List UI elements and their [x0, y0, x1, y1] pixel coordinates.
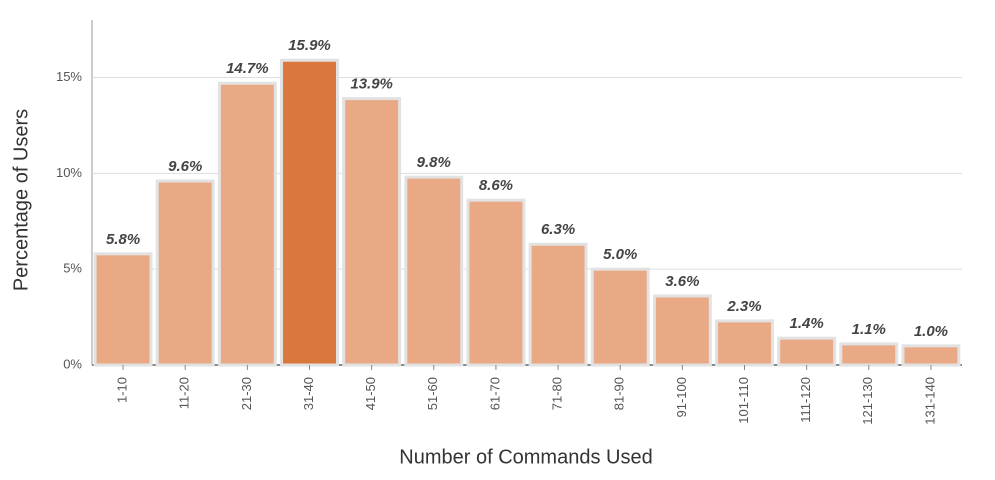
y-tick-label: 15% [56, 69, 82, 84]
value-label: 5.8% [106, 231, 140, 248]
value-label: 1.0% [914, 323, 948, 340]
bar [901, 344, 961, 367]
value-label: 14.7% [226, 60, 269, 77]
x-tick-label: 51-60 [425, 377, 440, 410]
value-label: 13.9% [350, 76, 393, 93]
y-tick-label: 0% [63, 356, 82, 371]
value-label: 15.9% [288, 37, 331, 54]
bar [715, 319, 774, 367]
value-label: 6.3% [541, 221, 575, 238]
value-label: 8.6% [479, 177, 513, 194]
x-axis-label: Number of Commands Used [399, 446, 652, 468]
bar [528, 242, 588, 367]
bar [590, 267, 650, 367]
x-tick-label: 71-80 [550, 377, 565, 410]
bar [404, 175, 464, 367]
value-label: 9.8% [417, 154, 451, 171]
x-tick-label: 31-40 [301, 377, 316, 410]
y-axis-label: Percentage of Users [10, 109, 32, 291]
value-label: 5.0% [603, 246, 637, 263]
bar [839, 342, 899, 367]
y-tick-label: 10% [56, 165, 82, 180]
value-label: 9.6% [168, 158, 202, 175]
x-tick-label: 131-140 [922, 377, 937, 425]
bar [155, 179, 215, 367]
value-label: 3.6% [665, 273, 699, 290]
bar [652, 294, 712, 367]
x-tick-label: 1-10 [115, 377, 130, 403]
bar [466, 198, 526, 367]
x-tick-label: 21-30 [239, 377, 254, 410]
bar [777, 336, 837, 367]
x-tick-label: 101-110 [736, 377, 751, 424]
x-tick-label: 81-90 [612, 377, 627, 410]
x-tick-label: 61-70 [487, 377, 502, 410]
bar [93, 252, 153, 367]
x-tick-label: 11-20 [177, 377, 192, 409]
value-label: 1.4% [790, 315, 824, 332]
bar [342, 97, 402, 367]
bar [280, 58, 339, 367]
value-label: 2.3% [726, 298, 761, 315]
y-tick-label: 5% [63, 261, 82, 276]
x-tick-label: 121-130 [860, 377, 875, 425]
value-label: 1.1% [852, 321, 886, 338]
x-tick-label: 41-50 [363, 377, 378, 410]
bar [217, 81, 277, 367]
x-tick-label: 91-100 [674, 377, 689, 417]
x-tick-label: 111-120 [798, 377, 813, 423]
